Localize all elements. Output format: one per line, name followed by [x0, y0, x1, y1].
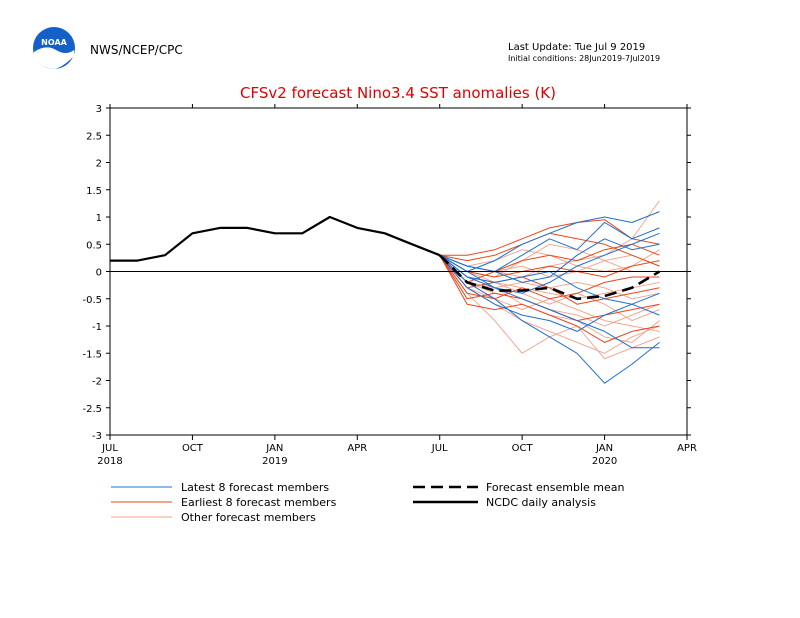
- highlight-series-group: [110, 215, 661, 301]
- y-tick-label: 3: [96, 104, 102, 115]
- series-group: [439, 200, 660, 384]
- x-tick-year-label: 2018: [97, 456, 122, 467]
- series-line-earlier: [439, 254, 660, 300]
- y-tick-label: 1.5: [86, 186, 102, 197]
- series-line-latest: [439, 254, 660, 384]
- y-tick-label: 2.5: [86, 131, 102, 142]
- legend-label-earlier: Earliest 8 forecast members: [181, 496, 337, 509]
- x-tick-year-label: 2020: [592, 456, 617, 467]
- y-tick-label: 0: [96, 268, 102, 279]
- y-tick-label: -2: [92, 377, 102, 388]
- series-line-latest: [439, 254, 660, 332]
- x-tick-label: OCT: [182, 443, 204, 454]
- x-tick-label: JUL: [431, 443, 448, 454]
- series-line-latest: [439, 232, 660, 294]
- y-tick-label: -2.5: [82, 404, 102, 415]
- legend-label-other: Other forecast members: [181, 511, 316, 524]
- plot-area: 3 2.5 2 1.5 1 0.5 0 -0.5 -1 -1.5 -2 -2.5 -3 JUL 2018 O…: [82, 104, 697, 467]
- series-line-earlier: [439, 219, 660, 256]
- last-update-text: Last Update: Tue Jul 9 2019: [508, 42, 645, 53]
- x-tick-label: JUL: [101, 443, 118, 454]
- chart-title: CFSv2 forecast Nino3.4 SST anomalies (K): [240, 84, 556, 102]
- y-tick-label: -1.5: [82, 349, 102, 360]
- y-tick-label: -1: [92, 322, 102, 333]
- legend-label-latest: Latest 8 forecast members: [181, 481, 329, 494]
- series-line-analysis: [110, 215, 441, 262]
- series-line-latest: [439, 254, 660, 349]
- y-axis: 3 2.5 2 1.5 1 0.5 0 -0.5 -1 -1.5 -2 -2.5 -3: [82, 104, 691, 442]
- series-line-mean: [438, 254, 661, 301]
- x-tick-label: APR: [347, 443, 367, 454]
- legend-label-mean: Forecast ensemble mean: [486, 481, 625, 494]
- x-tick-label: JAN: [265, 443, 283, 454]
- x-tick-label: OCT: [512, 443, 534, 454]
- noaa-logo-text: NOAA: [41, 38, 67, 47]
- series-line-earlier: [439, 254, 660, 278]
- noaa-logo-gull-wave: [34, 47, 74, 69]
- x-axis: JUL 2018 OCT JAN 2019 APR JUL OCT JAN 2020 APR: [97, 104, 697, 467]
- legend-label-analysis: NCDC daily analysis: [486, 496, 596, 509]
- noaa-logo: NOAA: [33, 27, 75, 69]
- series-line-latest: [439, 238, 660, 283]
- agency-label: NWS/NCEP/CPC: [90, 43, 183, 57]
- x-tick-year-label: 2019: [262, 456, 287, 467]
- y-tick-label: 2: [96, 159, 102, 170]
- y-tick-label: 0.5: [86, 240, 102, 251]
- y-tick-label: -3: [92, 431, 102, 442]
- series-line-earlier: [439, 254, 660, 343]
- series-line-earlier: [439, 254, 660, 305]
- x-tick-label: JAN: [595, 443, 613, 454]
- y-tick-label: -0.5: [82, 295, 102, 306]
- y-tick-label: 1: [96, 213, 102, 224]
- x-tick-label: APR: [677, 443, 697, 454]
- series-line-other: [439, 254, 660, 322]
- initial-conditions-text: Initial conditions: 28Jun2019-7Jul2019: [508, 54, 660, 63]
- legend: Latest 8 forecast members Earliest 8 for…: [111, 481, 625, 524]
